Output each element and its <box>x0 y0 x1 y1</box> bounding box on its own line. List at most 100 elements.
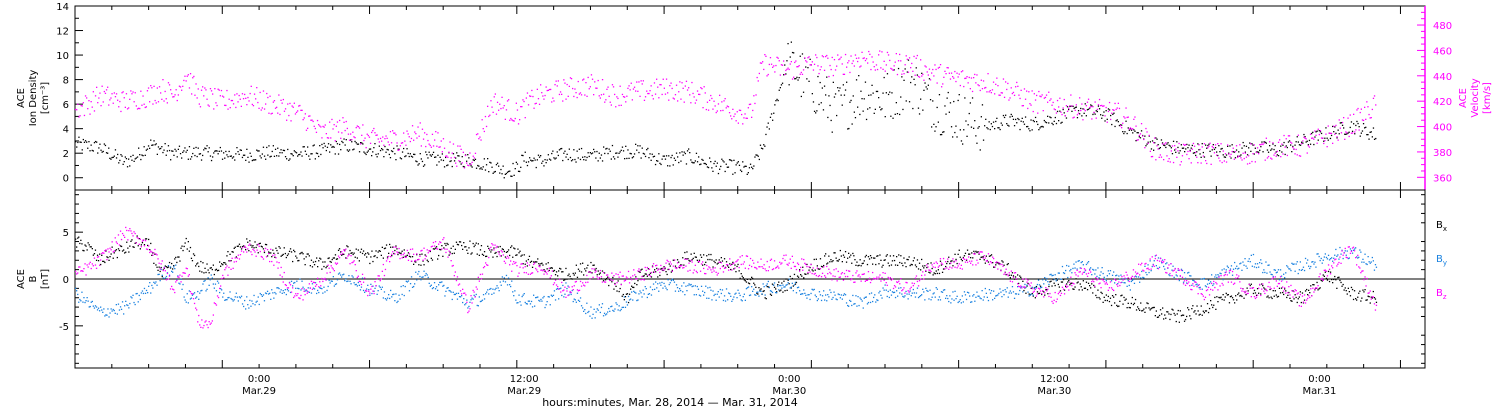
velocity-point <box>649 90 651 92</box>
field-point <box>378 250 380 252</box>
velocity-point <box>820 66 822 68</box>
field-point <box>1058 286 1060 288</box>
velocity-point <box>582 79 584 81</box>
velocity-point <box>115 93 118 95</box>
field-point <box>769 293 772 295</box>
field-point <box>642 275 644 277</box>
field-point <box>1312 284 1314 286</box>
field-point <box>974 300 976 302</box>
field-point <box>873 257 875 259</box>
density-point <box>113 155 115 157</box>
field-point <box>91 263 93 265</box>
velocity-point <box>172 96 174 98</box>
velocity-point <box>1200 162 1202 164</box>
density-point <box>86 141 88 143</box>
field-point <box>314 260 317 263</box>
velocity-point <box>136 108 139 110</box>
field-point <box>304 264 306 266</box>
field-point <box>227 297 229 299</box>
field-point <box>1212 284 1214 287</box>
velocity-point <box>505 109 508 111</box>
field-point <box>616 290 618 292</box>
field-point <box>579 297 582 299</box>
density-point <box>977 127 979 129</box>
density-point <box>273 155 276 157</box>
velocity-point <box>418 135 420 137</box>
field-point <box>270 298 272 300</box>
density-point <box>111 156 113 159</box>
velocity-point <box>742 123 744 125</box>
velocity-point <box>1105 106 1107 109</box>
field-point <box>1239 263 1241 265</box>
velocity-point <box>795 60 797 62</box>
field-point <box>744 299 746 301</box>
field-point <box>306 290 308 292</box>
density-point <box>1266 149 1269 151</box>
field-point <box>1102 272 1104 275</box>
velocity-point <box>431 133 434 135</box>
velocity-point <box>1263 142 1265 144</box>
field-point <box>906 293 908 295</box>
density-point <box>251 159 253 162</box>
field-point <box>1371 297 1373 299</box>
density-point <box>115 157 118 159</box>
field-point <box>1324 271 1326 273</box>
velocity-point <box>1168 158 1170 160</box>
field-point <box>483 298 486 300</box>
field-point <box>1128 284 1130 287</box>
density-point <box>728 159 731 161</box>
density-point <box>80 141 82 143</box>
velocity-point <box>1279 139 1281 141</box>
field-point <box>797 286 800 288</box>
field-point <box>1253 289 1256 292</box>
field-point <box>197 262 199 264</box>
field-point <box>211 268 213 271</box>
velocity-point <box>673 98 675 100</box>
field-point <box>487 245 489 247</box>
density-point <box>891 92 893 94</box>
density-point <box>942 131 944 133</box>
density-point <box>367 150 369 152</box>
field-point <box>544 306 546 309</box>
field-point <box>1083 271 1086 273</box>
velocity-point <box>167 82 170 84</box>
field-point <box>664 285 666 287</box>
field-point <box>1134 298 1137 301</box>
field-point <box>714 261 716 264</box>
field-point <box>848 252 850 254</box>
density-point <box>920 98 922 100</box>
velocity-point <box>554 84 556 86</box>
field-point <box>364 291 366 293</box>
velocity-point <box>711 97 713 100</box>
field-point <box>1299 261 1301 263</box>
field-point <box>700 256 703 258</box>
density-point <box>232 156 235 158</box>
velocity-point <box>755 94 757 96</box>
field-point <box>606 313 608 315</box>
density-point <box>656 160 658 162</box>
field-point <box>626 293 629 295</box>
density-point <box>614 158 616 160</box>
velocity-point <box>478 138 480 140</box>
velocity-point <box>1336 136 1338 138</box>
field-point <box>75 238 77 240</box>
field-point <box>505 251 508 253</box>
velocity-point <box>685 80 688 82</box>
field-point <box>743 293 745 295</box>
field-point <box>1302 266 1305 268</box>
field-point <box>666 289 668 291</box>
density-point <box>1011 115 1013 117</box>
density-point <box>1200 156 1202 158</box>
density-point <box>659 162 661 164</box>
velocity-point <box>651 94 653 97</box>
field-point <box>809 266 811 269</box>
velocity-point <box>1163 159 1165 161</box>
density-point <box>245 159 247 161</box>
density-point <box>216 150 218 152</box>
velocity-point <box>787 67 789 69</box>
density-point <box>238 153 240 155</box>
field-point <box>594 269 596 271</box>
density-point <box>751 166 753 168</box>
density-point <box>348 149 351 151</box>
field-point <box>828 296 830 298</box>
